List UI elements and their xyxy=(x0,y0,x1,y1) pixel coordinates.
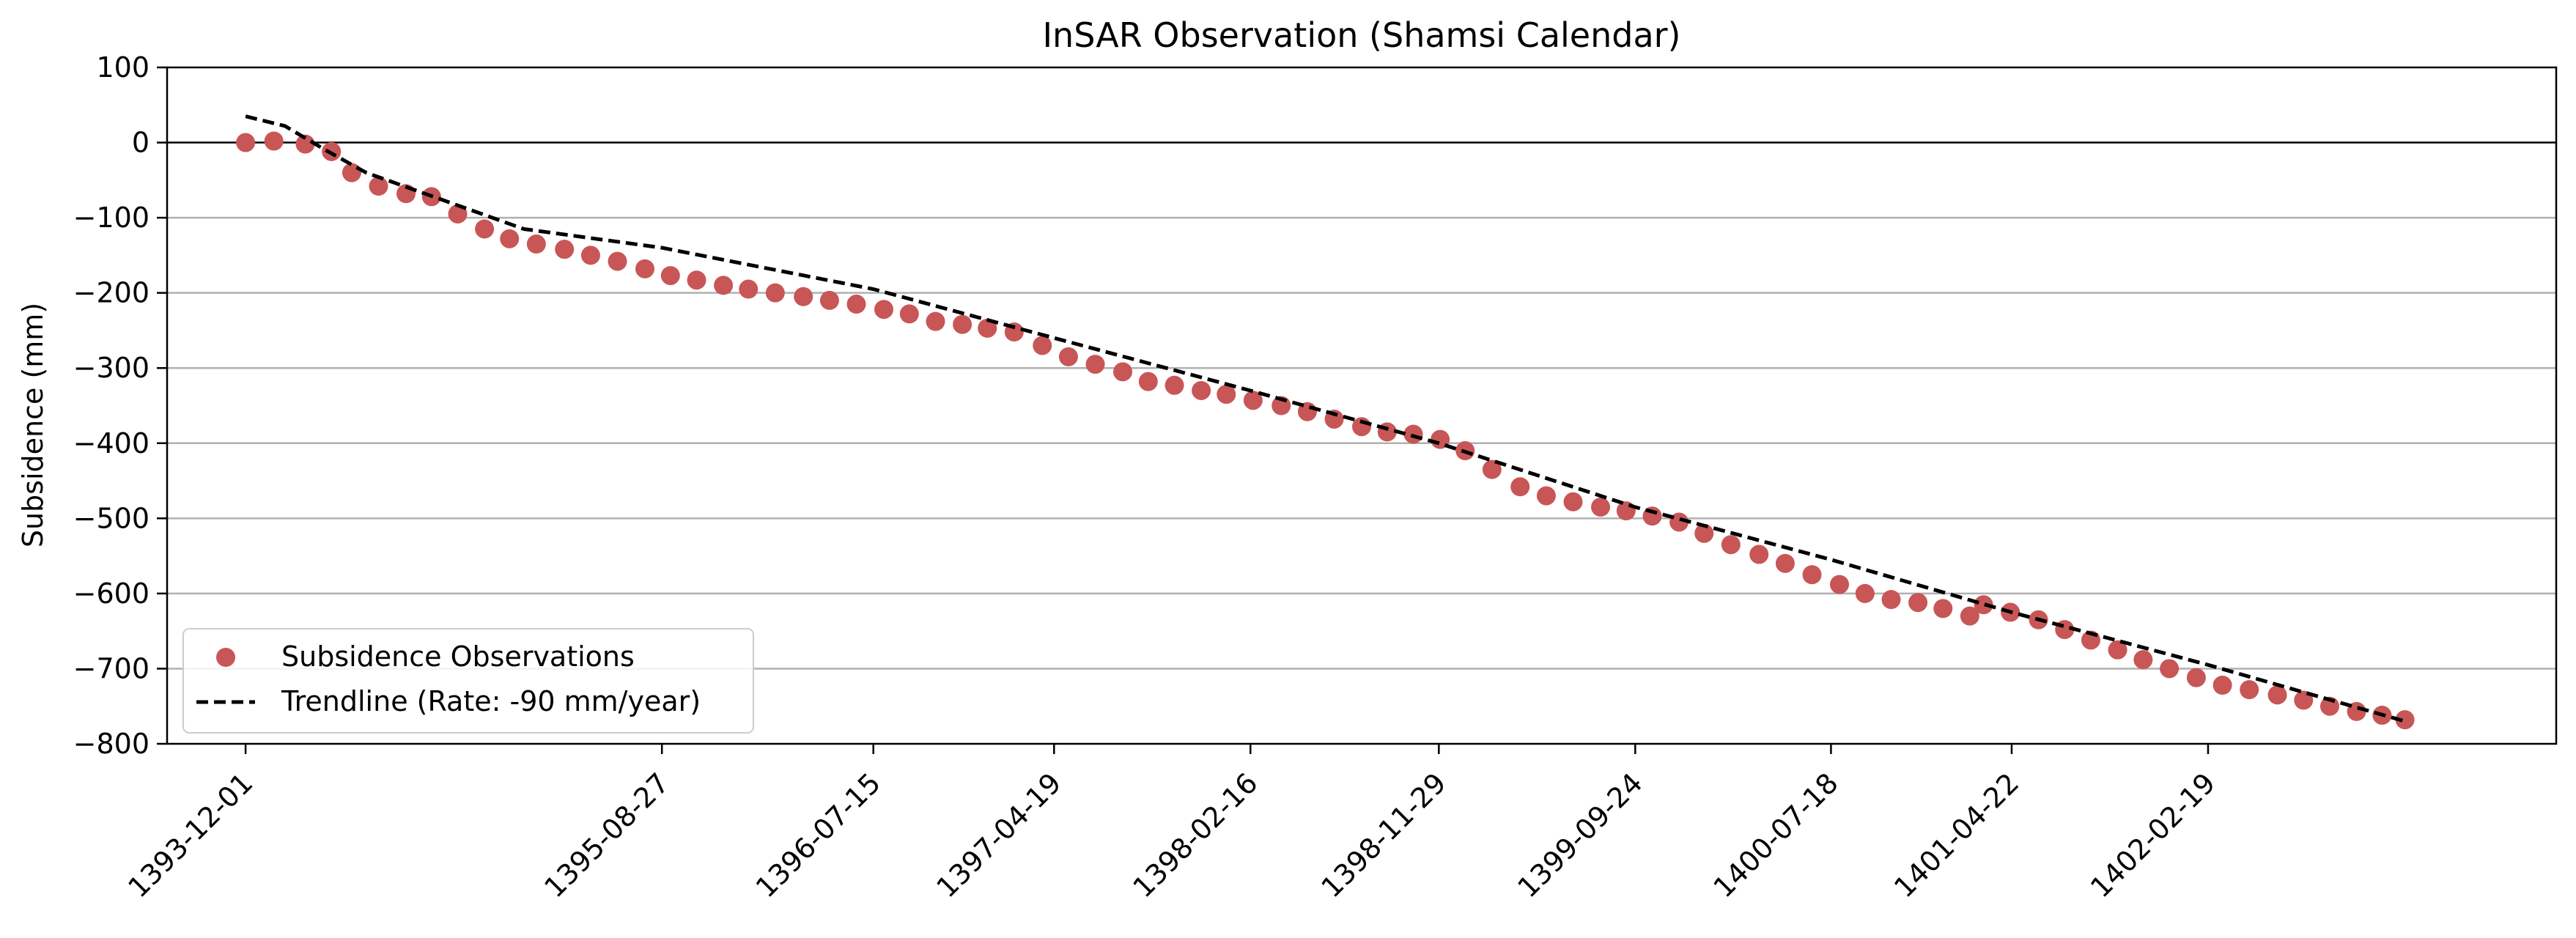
observation-point xyxy=(264,131,284,151)
observation-point xyxy=(1855,583,1875,603)
observation-point xyxy=(819,290,839,310)
observation-point xyxy=(475,219,495,239)
plot-frame xyxy=(166,66,2558,745)
observation-point xyxy=(1775,553,1795,573)
observation-point xyxy=(765,283,785,303)
y-axis-ticks: 100 0 −100 −200 −300 −400 −500 −600 −700 −800 xyxy=(73,51,167,760)
observation-point xyxy=(1217,385,1236,405)
legend-observation-label: Subsidence Observations xyxy=(281,640,635,673)
observation-point xyxy=(714,276,734,295)
observation-point xyxy=(2395,710,2415,730)
observation-point xyxy=(526,234,546,254)
observation-point xyxy=(978,318,997,338)
observation-point xyxy=(1138,372,1158,391)
observation-point xyxy=(1933,599,1953,618)
observation-point xyxy=(1113,362,1132,382)
observation-point xyxy=(2108,640,2127,660)
gridlines xyxy=(167,216,2556,670)
observation-point xyxy=(899,304,919,324)
observation-point xyxy=(846,295,866,314)
trendline xyxy=(245,114,2406,723)
observation-point xyxy=(2240,680,2259,700)
observation-point xyxy=(1403,424,1423,444)
observation-point xyxy=(369,177,388,196)
observation-point xyxy=(739,279,759,299)
y-axis-label: Subsidence (mm) xyxy=(17,303,49,547)
observation-point xyxy=(1563,492,1583,512)
observation-point xyxy=(1591,497,1610,517)
observation-point xyxy=(1192,380,1211,400)
observation-point xyxy=(1616,501,1636,521)
observation-point xyxy=(1033,336,1052,355)
observation-point xyxy=(1058,347,1078,366)
observation-point xyxy=(1802,565,1822,585)
observation-point xyxy=(580,245,600,265)
y-tick-label: −200 xyxy=(73,277,150,309)
chart-title: InSAR Observation (Shamsi Calendar) xyxy=(1042,15,1680,55)
observation-point xyxy=(660,266,680,286)
y-tick-label: −700 xyxy=(73,652,150,684)
observation-point xyxy=(794,287,813,306)
observation-point xyxy=(1165,375,1184,395)
y-tick-label: 0 xyxy=(132,127,150,159)
y-tick-label: −800 xyxy=(73,728,150,760)
observation-point xyxy=(500,229,520,248)
observation-point xyxy=(1749,544,1769,564)
observation-point xyxy=(1721,535,1741,555)
y-tick-label: −400 xyxy=(73,427,150,459)
observation-point xyxy=(1243,391,1263,410)
legend: Subsidence Observations Trendline (Rate:… xyxy=(182,628,754,734)
observation-point xyxy=(1830,575,1849,594)
observation-point xyxy=(448,204,468,224)
observation-point xyxy=(236,133,256,152)
trendline-group xyxy=(245,114,2406,723)
y-tick-label: −100 xyxy=(73,202,150,234)
observation-point xyxy=(635,259,654,278)
observation-point xyxy=(687,270,706,290)
observation-point xyxy=(342,163,361,182)
observation-point xyxy=(953,314,973,334)
observation-point xyxy=(2213,676,2232,695)
observation-point xyxy=(926,311,945,331)
observation-point xyxy=(2160,659,2180,679)
observation-point xyxy=(2267,685,2287,705)
observation-point xyxy=(1510,477,1530,497)
y-tick-label: −300 xyxy=(73,352,150,384)
observation-point xyxy=(1960,606,1979,626)
y-tick-label: 100 xyxy=(96,51,150,84)
observation-point xyxy=(1694,523,1714,543)
observation-point xyxy=(1482,459,1502,479)
observation-point xyxy=(1974,595,1993,615)
observation-point xyxy=(1881,590,1901,610)
observation-point xyxy=(1908,593,1928,613)
observation-point xyxy=(1085,355,1105,374)
legend-box xyxy=(182,628,754,734)
observation-point xyxy=(2133,650,2153,670)
observation-point xyxy=(555,240,575,259)
observation-point xyxy=(874,300,893,320)
legend-trendline-label: Trendline (Rate: -90 mm/year) xyxy=(281,685,701,717)
observation-point xyxy=(1431,429,1450,449)
observation-point xyxy=(1536,486,1556,506)
observation-point xyxy=(1642,506,1662,526)
observation-point xyxy=(2186,668,2206,687)
observation-point xyxy=(1669,512,1689,532)
legend-observation-marker xyxy=(216,648,235,667)
observation-points xyxy=(236,131,2415,730)
observation-point xyxy=(295,134,315,154)
y-tick-label: −600 xyxy=(73,577,150,610)
y-tick-label: −500 xyxy=(73,502,150,534)
observation-point xyxy=(608,251,627,271)
observation-point xyxy=(2347,701,2366,721)
